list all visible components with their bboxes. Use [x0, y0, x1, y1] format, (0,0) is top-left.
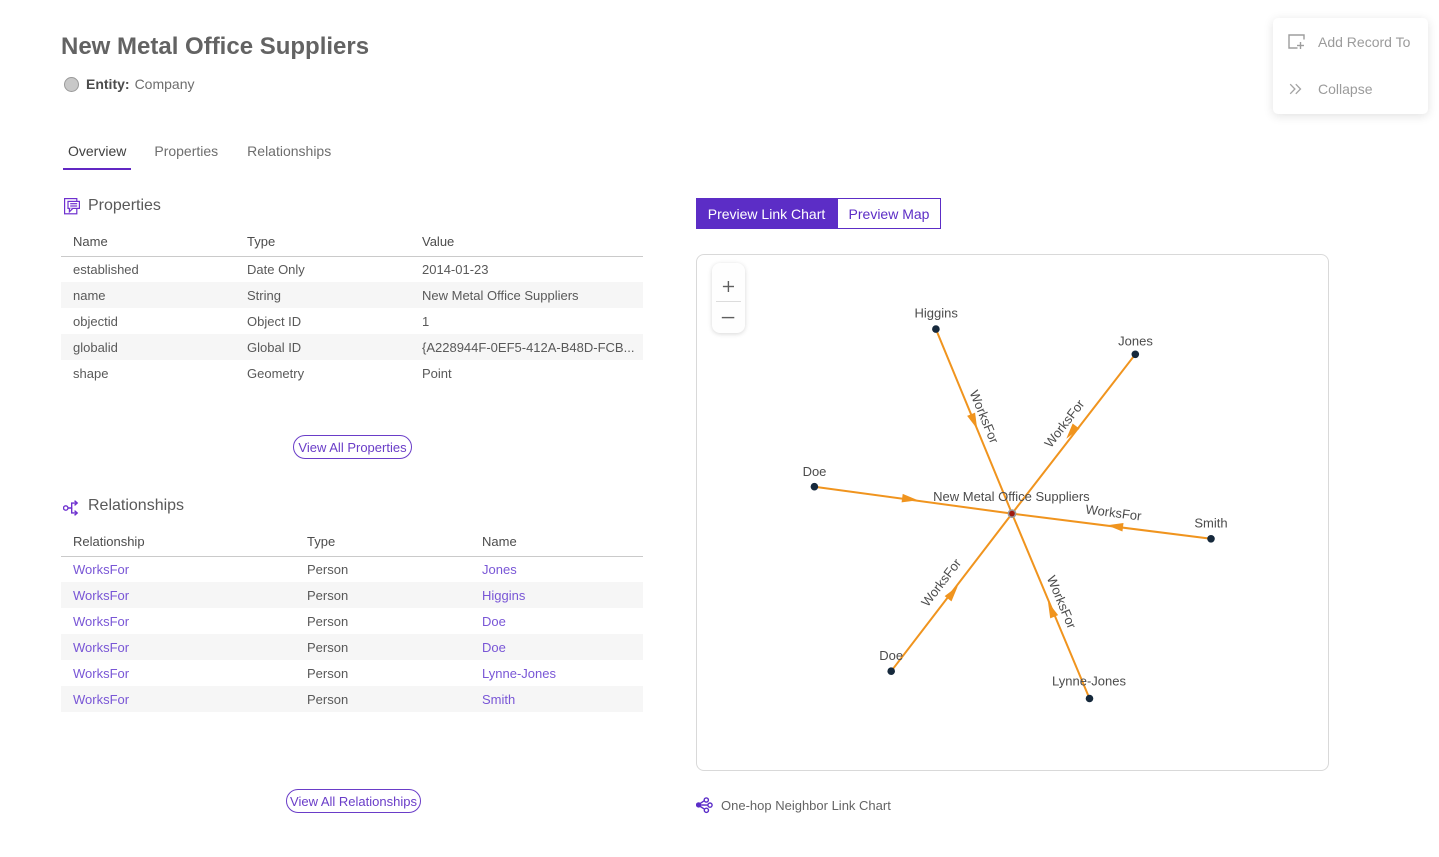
svg-text:Lynne-Jones: Lynne-Jones	[1052, 673, 1126, 688]
svg-text:WorksFor: WorksFor	[918, 555, 964, 609]
svg-text:Higgins: Higgins	[915, 305, 959, 320]
svg-text:Doe: Doe	[803, 464, 827, 479]
svg-text:Jones: Jones	[1118, 334, 1153, 349]
svg-text:New Metal Office Suppliers: New Metal Office Suppliers	[933, 489, 1090, 504]
svg-text:Doe: Doe	[879, 648, 903, 663]
svg-text:WorksFor: WorksFor	[1085, 502, 1143, 524]
svg-text:Smith: Smith	[1194, 516, 1227, 531]
